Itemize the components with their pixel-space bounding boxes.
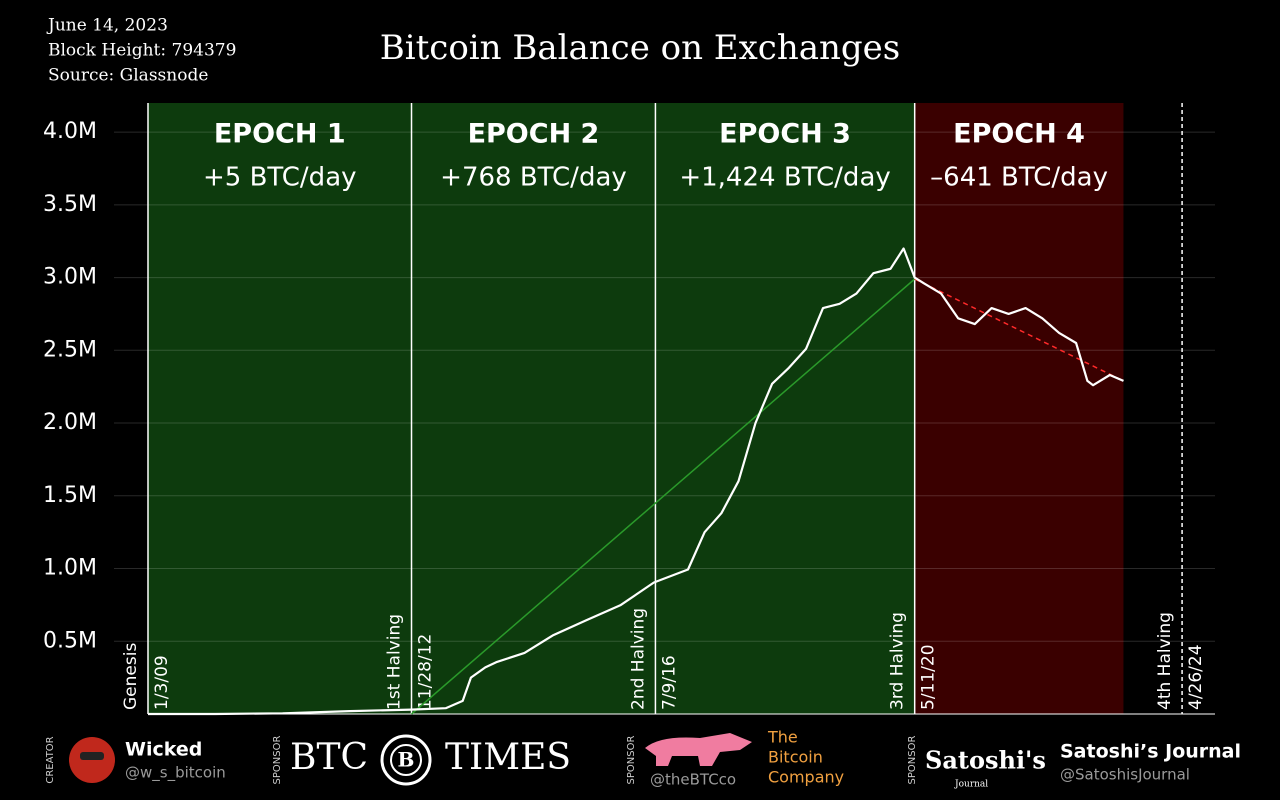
y-tick-label: 1.5M [43,483,97,508]
epoch-band [655,103,915,714]
sponsor-name: Wicked [125,739,202,761]
sponsor-logo-text: Company [768,768,844,787]
sponsor-name: Satoshi’s Journal [1060,741,1241,763]
sponsor-logo-text: Satoshi's [925,746,1046,775]
sponsor-handle: @SatoshisJournal [1060,766,1190,784]
sponsor-logo-text: The [767,728,798,747]
epoch-rate: +1,424 BTC/day [679,163,890,193]
event-date: 4/26/24 [1186,644,1206,710]
sponsor-logo-badger [645,733,752,766]
epoch-title: EPOCH 2 [468,119,600,150]
y-tick-label: 0.5M [43,628,97,653]
event-name: 2nd Halving [628,608,648,710]
data-line [148,247,1124,716]
event-name: 4th Halving [1155,612,1175,710]
sponsor-logo-text: Journal [954,780,988,790]
header-date: June 14, 2023 [46,16,168,36]
sponsor-handle: @w_s_bitcoin [125,764,226,783]
y-tick-label: 1.0M [43,556,97,581]
sponsor-logo-text: B [398,748,415,772]
y-tick-label: 4.0M [43,119,97,144]
event-name: 1st Halving [385,614,405,710]
sponsor-logo-text: BTC [290,737,368,778]
trend-line [411,278,916,715]
y-tick-label: 2.0M [43,410,97,435]
epoch-band [411,103,656,714]
plot-area: EPOCH 1 +5 BTC/day EPOCH 2 +768 BTC/day EPOC… [43,103,1215,716]
sponsor-role: CREATOR [45,736,56,783]
y-tick-label: 3.0M [43,265,97,290]
epoch-title: EPOCH 4 [953,119,1085,150]
event-name: Genesis [121,643,141,710]
event-date: 11/28/12 [416,634,436,710]
sponsor-role: SPONSOR [272,736,283,785]
epoch-title: EPOCH 3 [719,119,851,150]
epoch-rate: +5 BTC/day [203,163,357,193]
sponsor-logo-coin [380,734,432,786]
epoch-title: EPOCH 1 [214,119,346,150]
creator-icon-glasses [80,752,104,760]
event-date: 5/11/20 [919,644,939,710]
sponsor-logo-text: TIMES [445,737,571,778]
sponsor-handle: @theBTCco [650,771,736,789]
event-date: 1/3/09 [152,655,172,710]
event-date: 7/9/16 [659,655,679,710]
epoch-band [914,103,1124,714]
epoch-rate: –641 BTC/day [930,163,1108,193]
event-name: 3rd Halving [888,612,908,710]
chart-title: Bitcoin Balance on Exchanges [380,28,901,68]
sponsor-role: SPONSOR [907,736,918,785]
y-tick-label: 2.5M [43,337,97,362]
epoch-rate: +768 BTC/day [440,163,627,193]
sponsor-logo-text: Bitcoin [768,748,823,767]
y-tick-label: 3.5M [43,192,97,217]
header-block-height: Block Height: 794379 [48,41,236,61]
trend-line [914,278,1124,382]
sponsor-logo-coin [390,744,422,776]
epoch-band [148,103,412,714]
sponsor-role: SPONSOR [626,736,637,785]
header-source: Source: Glassnode [48,66,208,86]
footer: CREATOR Wicked @w_s_bitcoin SPONSOR BTC … [45,728,1241,790]
